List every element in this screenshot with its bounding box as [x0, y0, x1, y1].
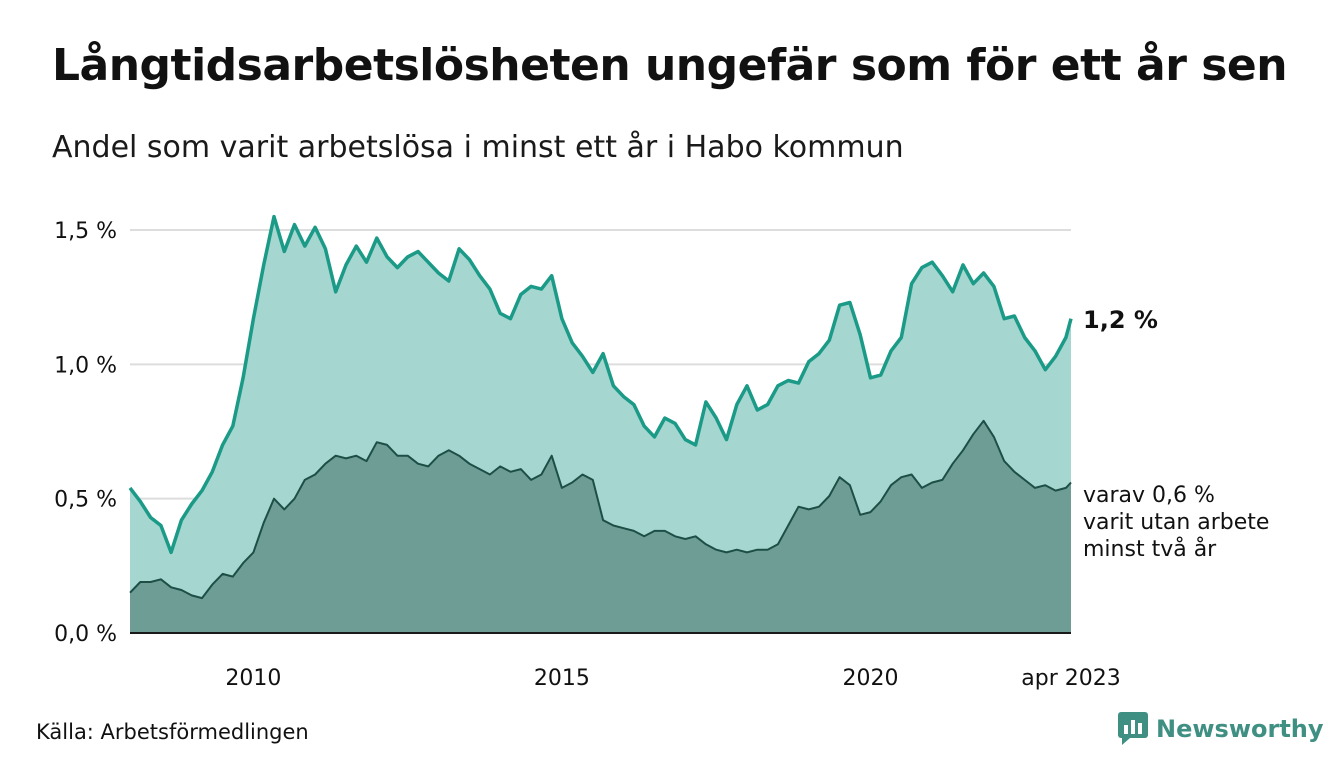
chart-title: Långtidsarbetslösheten ungefär som för e… — [52, 40, 1288, 91]
y-tick-label: 1,5 % — [54, 219, 117, 244]
y-axis-ticks: 0,0 % 0,5 % 1,0 % 1,5 % — [54, 219, 117, 647]
y-tick-label: 0,5 % — [54, 488, 117, 513]
x-tick-label: 2020 — [842, 666, 898, 691]
total-line — [128, 214, 1073, 555]
x-tick-label: 2010 — [225, 666, 281, 691]
long-term-end-label: varav 0,6 % varit utan arbete minst två … — [1083, 483, 1276, 562]
area-chart: 0,0 % 0,5 % 1,0 % 1,5 % 2010 2015 2020 apr 202… — [54, 214, 1276, 691]
brand-name: Newsworthy — [1156, 715, 1324, 743]
total-end-label: 1,2 % — [1083, 306, 1158, 334]
long-term-label-line-2: varit utan arbete — [1083, 510, 1269, 535]
source-credit: Källa: Arbetsförmedlingen — [36, 720, 309, 744]
long-term-line — [129, 419, 1072, 600]
x-tick-label: 2015 — [534, 666, 590, 691]
long-term-label-line-1: varav 0,6 % — [1083, 483, 1215, 508]
chart-subtitle: Andel som varit arbetslösa i minst ett å… — [52, 130, 904, 165]
bar-chart-speech-bubble-icon — [1118, 712, 1148, 745]
x-tick-label: apr 2023 — [1021, 666, 1120, 691]
x-axis-ticks: 2010 2015 2020 apr 2023 — [225, 666, 1120, 691]
long-term-label-line-3: minst två år — [1083, 536, 1217, 562]
brand-logo[interactable]: Newsworthy — [1118, 712, 1324, 746]
y-tick-label: 0,0 % — [54, 622, 117, 647]
long-term-area — [130, 420, 1071, 633]
y-tick-label: 1,0 % — [54, 353, 117, 378]
